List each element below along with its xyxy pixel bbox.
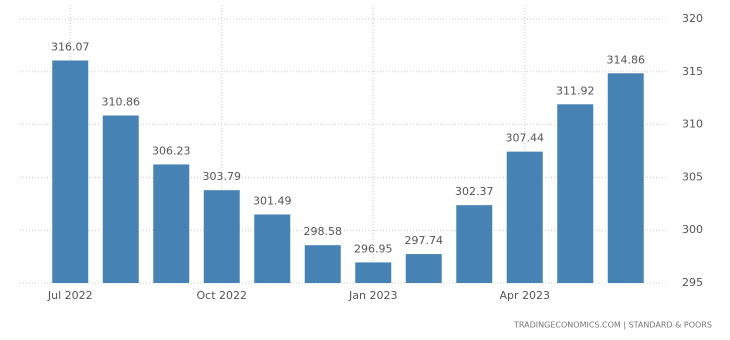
bar — [254, 214, 291, 283]
y-tick-label: 295 — [682, 276, 703, 289]
bar — [102, 115, 139, 283]
x-tick-label: Jan 2023 — [348, 289, 397, 302]
y-tick-label: 320 — [682, 12, 703, 25]
y-tick-label: 315 — [682, 65, 703, 78]
bar — [506, 151, 543, 283]
value-label: 314.86 — [607, 53, 646, 66]
value-label: 303.79 — [203, 170, 242, 183]
value-label: 311.92 — [556, 84, 595, 97]
value-label: 301.49 — [253, 194, 292, 207]
value-label: 297.74 — [405, 234, 444, 247]
bar — [355, 262, 392, 283]
bar — [304, 245, 341, 283]
bar — [405, 254, 442, 283]
value-label: 310.86 — [102, 96, 141, 109]
x-tick-label: Jul 2022 — [47, 289, 93, 302]
value-label: 298.58 — [304, 225, 343, 238]
y-tick-label: 300 — [682, 223, 703, 236]
bar — [153, 164, 190, 283]
x-tick-label: Oct 2022 — [196, 289, 247, 302]
source: TRADINGECONOMICS.COM | STANDARD & POORS — [513, 321, 712, 330]
value-label: 296.95 — [354, 242, 393, 255]
bar — [456, 205, 493, 283]
y-tick-label: 305 — [682, 170, 703, 183]
y-tick-label: 310 — [682, 118, 703, 131]
bar — [203, 190, 240, 283]
bar — [607, 73, 644, 283]
value-label: 302.37 — [455, 185, 494, 198]
value-label: 307.44 — [506, 132, 545, 145]
bar — [557, 104, 594, 283]
x-tick-label: Apr 2023 — [499, 289, 550, 302]
bar — [52, 60, 89, 284]
value-label: 316.07 — [51, 41, 90, 54]
value-label: 306.23 — [152, 144, 191, 157]
